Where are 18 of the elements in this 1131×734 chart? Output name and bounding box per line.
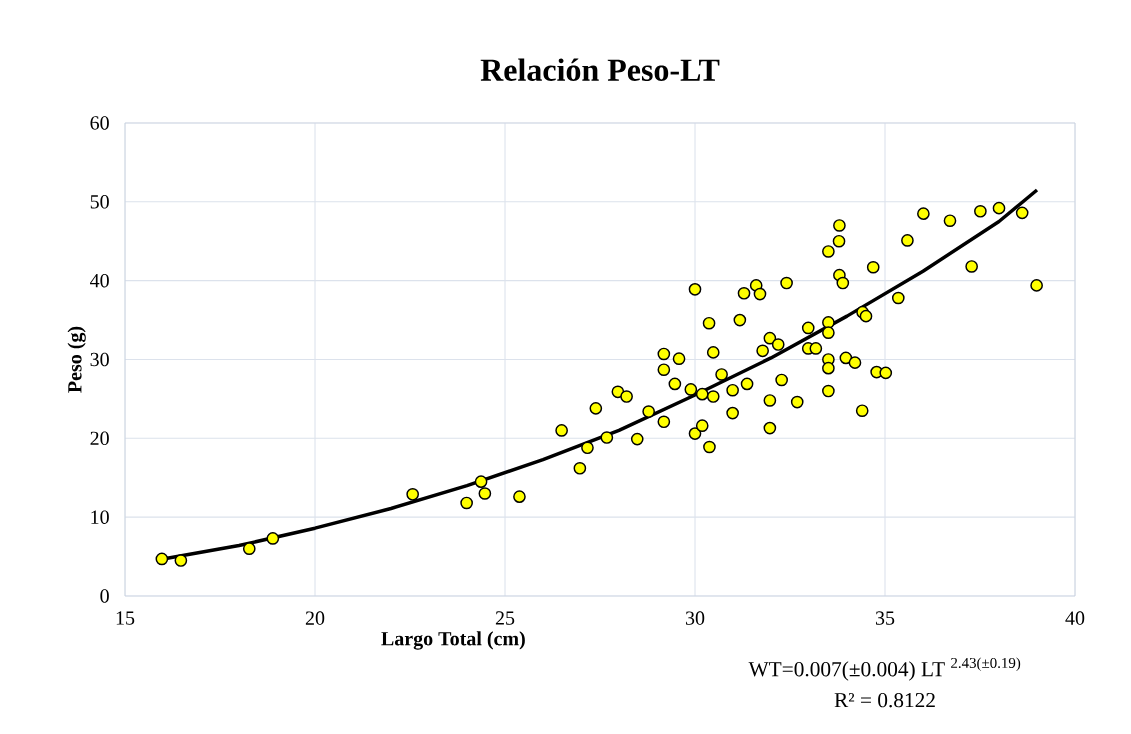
- x-tick-label: 40: [1065, 611, 1085, 625]
- x-tick-label: 30: [685, 611, 705, 625]
- y-tick-label: 30: [90, 352, 109, 367]
- chart-title: Relación Peso-LT: [480, 58, 720, 81]
- y-tick-label: 50: [90, 195, 109, 209]
- x-tick-label: 15: [116, 611, 135, 625]
- y-tick-label: 0: [100, 589, 109, 603]
- x-tick-label: 25: [495, 611, 515, 625]
- y-axis-title: Peso (g): [67, 326, 86, 393]
- y-tick-label: 10: [91, 510, 109, 524]
- text: R² = 0.8122: [834, 692, 935, 708]
- x-axis-title: Largo Total (cm): [381, 631, 525, 650]
- y-tick-label: 60: [90, 116, 109, 130]
- y-tick-label: 20: [90, 431, 109, 446]
- x-tick-label: 20: [305, 611, 325, 625]
- y-tick-label: 40: [90, 273, 109, 288]
- text: WT=0.007(±0.004) LT $^{2.43(±0.19)}$: [748, 657, 1021, 681]
- x-tick-label: 35: [875, 611, 895, 625]
